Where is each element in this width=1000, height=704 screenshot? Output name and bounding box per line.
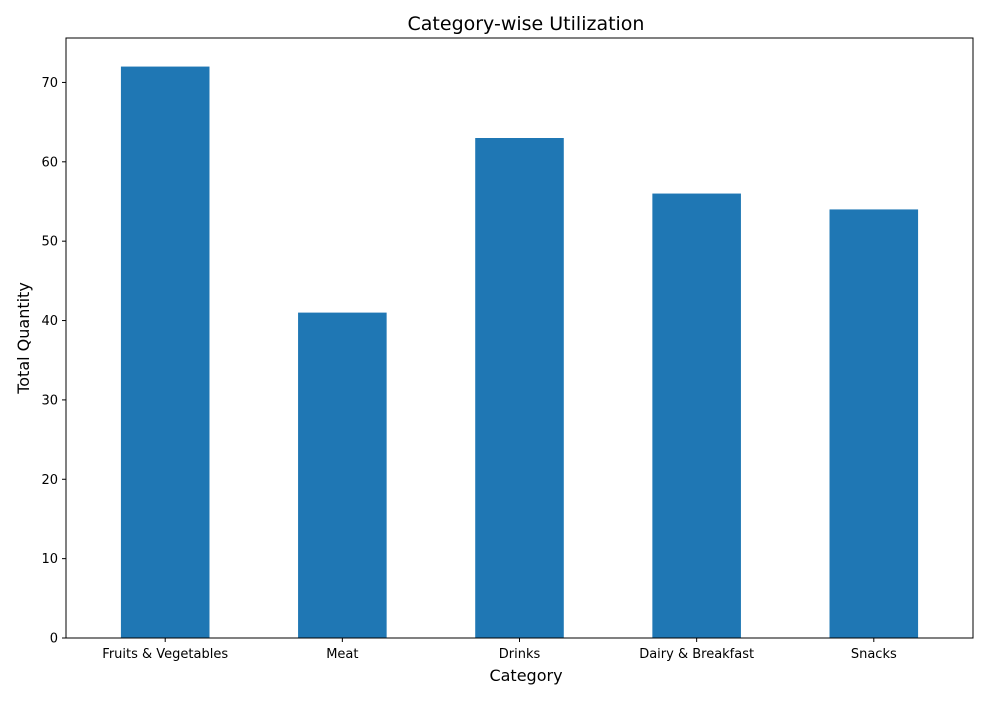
x-tick-label: Dairy & Breakfast [639,647,754,662]
y-tick-label: 10 [41,552,58,567]
y-axis-ticks: 0 10 20 30 40 50 60 70 [41,76,66,647]
bar-fruits-vegetables [120,66,210,639]
y-axis-label: Total Quantity [14,282,33,395]
y-tick-label: 30 [41,393,58,408]
plot-frame [65,37,974,639]
chart-title: Category-wise Utilization [408,13,645,35]
y-tick-label: 20 [41,473,58,488]
bar-drinks [475,138,564,638]
y-tick-label: 70 [41,76,58,91]
bar-meat [298,312,387,638]
y-tick-label: 0 [50,632,58,647]
x-axis-label: Category [489,666,562,685]
bar-dairy-breakfast [652,193,741,639]
bars-group [120,66,919,639]
x-tick-label: Fruits & Vegetables [102,647,228,662]
x-tick-label: Snacks [851,647,897,662]
x-tick-label: Meat [326,647,358,662]
y-tick-label: 50 [41,235,58,250]
y-tick-label: 60 [41,155,58,170]
bar-snacks [829,209,919,638]
x-tick-label: Drinks [499,647,541,662]
x-axis-ticks: Fruits & Vegetables Meat Drinks Dairy & Bre… [102,638,897,662]
y-tick-label: 40 [41,314,58,329]
